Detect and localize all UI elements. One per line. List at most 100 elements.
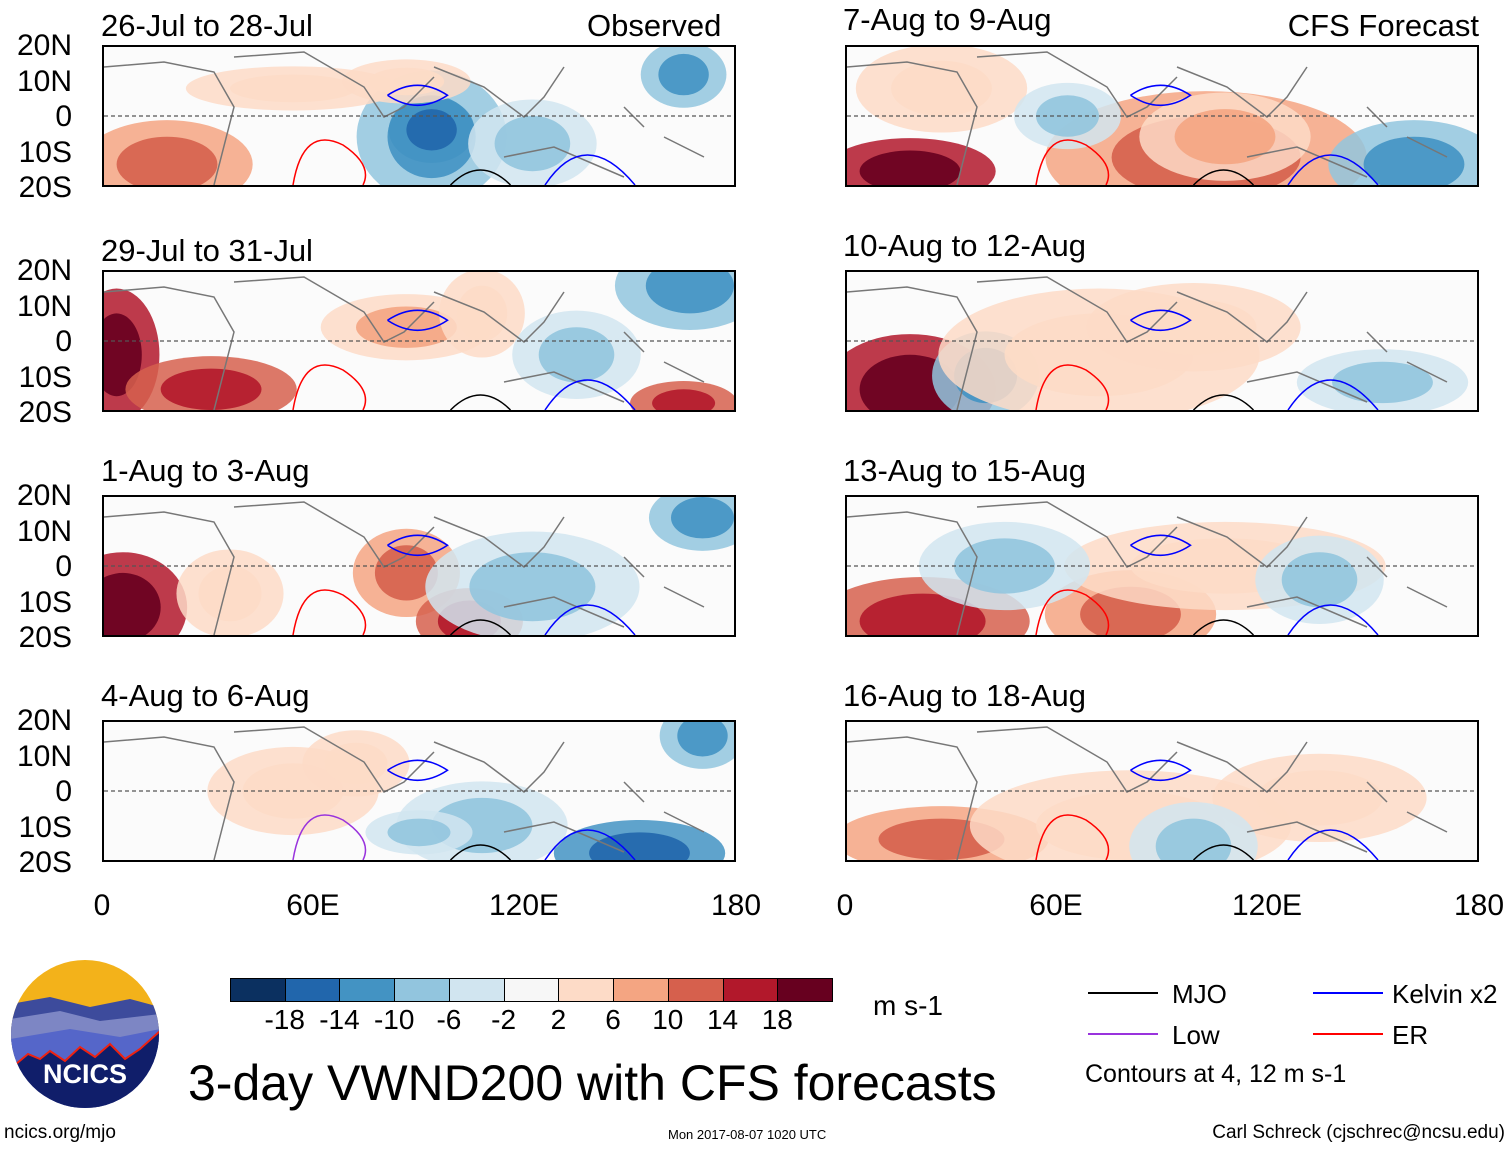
colorbar-tick-label: -2: [491, 1004, 517, 1035]
footer-url[interactable]: ncics.org/mjo: [4, 1122, 116, 1143]
map-panel: [102, 45, 736, 187]
anomaly-shading: [1363, 136, 1465, 185]
y-tick-label: 0: [55, 775, 72, 808]
colorbar-tick-label: 18: [761, 1004, 793, 1035]
coastline: [847, 51, 1448, 185]
colorbar-swatch: [448, 978, 505, 1002]
y-tick-label: 10N: [16, 289, 72, 323]
mjo-contour: [449, 844, 512, 860]
colorbar-tick-label: -10: [373, 1004, 415, 1035]
coastline: [104, 726, 705, 860]
mjo-contour: [1192, 394, 1255, 410]
kelvin-contour: [1130, 84, 1379, 185]
y-tick-label: 0: [55, 550, 72, 583]
anomaly-shading: [1332, 361, 1433, 404]
panel-title: 1-Aug to 3-Aug: [101, 453, 310, 488]
coastline: [104, 501, 705, 635]
colorbar-tick-label: 6: [605, 1004, 621, 1035]
kelvin-contour: [387, 309, 636, 410]
contour-note: Contours at 4, 12 m s-1: [1085, 1060, 1347, 1088]
anomaly-shading: [1155, 818, 1232, 860]
legend-label-er: ER: [1392, 1020, 1429, 1050]
mjo-contour: [1192, 169, 1255, 185]
y-tick-label: 10N: [16, 514, 72, 548]
legend-line-low: [1088, 1033, 1158, 1035]
y-tick-label: 0: [55, 325, 72, 358]
coastline: [847, 726, 1448, 860]
coastline: [104, 276, 705, 410]
wave-contour: [1035, 364, 1110, 410]
kelvin-contour: [1130, 534, 1379, 635]
anomaly-shading: [469, 552, 596, 622]
colorbar-tick-label: 10: [652, 1004, 684, 1035]
panel-title: 26-Jul to 28-Jul: [101, 8, 313, 43]
y-tick-label: 20S: [18, 396, 72, 429]
anomaly-shading: [104, 313, 142, 397]
kelvin-contour: [387, 84, 636, 185]
panel-title: 16-Aug to 18-Aug: [843, 678, 1087, 713]
logo-text: NCICS: [43, 1059, 127, 1089]
colorbar-swatch: [284, 978, 341, 1002]
figure-title: 3-day VWND200 with CFS forecasts: [188, 1055, 997, 1111]
x-tick-label: 180: [710, 889, 762, 922]
colorbar-swatch: [667, 978, 724, 1002]
colorbar-tick-label: -14: [319, 1004, 360, 1035]
column-label-observed: Observed: [587, 8, 722, 43]
coastline: [104, 51, 705, 185]
colorbar-swatch: [230, 978, 286, 1002]
map-panel: [845, 495, 1479, 637]
footer-timestamp: Mon 2017-08-07 1020 UTC: [668, 1127, 827, 1142]
mjo-contour: [1192, 844, 1255, 860]
y-tick-label: 20S: [18, 171, 72, 204]
panel-title: 13-Aug to 15-Aug: [843, 453, 1087, 488]
panel-title: 7-Aug to 9-Aug: [843, 2, 1052, 37]
panel-title: 29-Jul to 31-Jul: [101, 233, 313, 268]
map-panel: [845, 270, 1479, 412]
footer-author: Carl Schreck (cjschrec@ncsu.edu): [1212, 1122, 1505, 1143]
colorbar-swatch: [613, 978, 669, 1002]
anomaly-shading: [368, 67, 445, 96]
anomaly-shading: [859, 593, 986, 635]
anomaly-shading: [1256, 770, 1383, 826]
anomaly-shading: [198, 566, 262, 622]
map-panel: [845, 720, 1479, 862]
x-tick-label: 0: [93, 889, 111, 922]
wave-contour: [1035, 814, 1110, 860]
colorbar-tick-label: -6: [436, 1004, 462, 1035]
x-tick-label: 0: [836, 889, 854, 922]
anomaly-shading: [116, 136, 218, 185]
anomaly-shading: [891, 60, 992, 116]
x-tick-label: 60E: [1029, 889, 1083, 922]
anomaly-shading: [1130, 299, 1257, 355]
colorbar-tick-label: 2: [550, 1004, 567, 1035]
y-tick-label: 0: [55, 100, 72, 133]
y-tick-label: 20S: [18, 846, 72, 879]
y-tick-label: 20N: [16, 254, 72, 287]
anomaly-shading: [1281, 552, 1358, 608]
x-tick-label: 60E: [286, 889, 340, 922]
anomaly-shading: [538, 327, 615, 383]
map-panel: [102, 720, 736, 862]
anomaly-shading: [104, 572, 161, 635]
kelvin-contour: [387, 759, 636, 860]
mjo-contour: [1192, 619, 1255, 635]
kelvin-contour: [387, 534, 636, 635]
colorbar-tick-label: 14: [706, 1004, 739, 1035]
legend-label-low: Low: [1172, 1020, 1220, 1050]
panel-title: 10-Aug to 12-Aug: [843, 228, 1087, 263]
coastline: [847, 276, 1448, 410]
y-tick-label: 20S: [18, 621, 72, 654]
legend-line-mjo: [1088, 992, 1158, 994]
colorbar-swatch: [558, 978, 615, 1002]
legend-line-er: [1313, 1033, 1383, 1035]
panel-title: 4-Aug to 6-Aug: [101, 678, 310, 713]
wave-contour: [292, 139, 367, 185]
anomaly-shading: [658, 53, 709, 96]
y-tick-label: 20N: [16, 704, 72, 737]
mjo-contour: [449, 169, 512, 185]
wave-contour: [292, 814, 367, 860]
anomaly-shading: [230, 74, 356, 103]
wave-contour: [1035, 139, 1110, 185]
map-panel: [845, 45, 1479, 187]
anomaly-shading: [677, 722, 728, 757]
